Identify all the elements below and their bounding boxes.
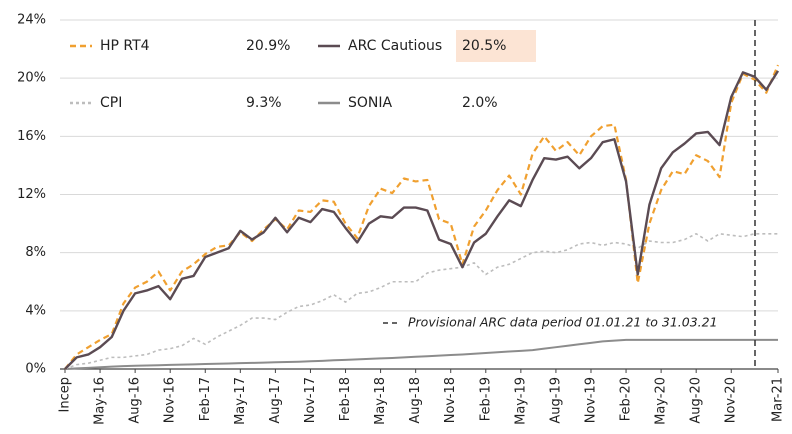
legend: HP RT4 20.9% ARC Cautious 20.5% CPI 9.3% SONIA… bbox=[70, 30, 536, 111]
x-tick-label: May-18 bbox=[373, 377, 388, 425]
x-tick-label: May-17 bbox=[233, 377, 248, 425]
legend-highlight bbox=[456, 30, 536, 62]
y-tick-label: 0% bbox=[25, 362, 46, 377]
legend-value: 2.0% bbox=[462, 95, 498, 111]
x-tick-label: Incep bbox=[58, 377, 73, 412]
x-tick-label: Feb-19 bbox=[478, 377, 493, 421]
series-line bbox=[64, 232, 778, 370]
plot: 0% 4% 8% 12% 16% 20% 24% Incep May-16 Aug-16 Nov-1… bbox=[17, 13, 785, 425]
series-line bbox=[64, 70, 780, 370]
x-tick-label: Feb-17 bbox=[198, 377, 213, 421]
x-tick-label: Nov-19 bbox=[583, 377, 598, 423]
legend-label: ARC Cautious bbox=[348, 38, 442, 54]
x-tick-label: Aug-16 bbox=[128, 377, 143, 424]
y-tick-label: 24% bbox=[17, 13, 46, 28]
legend-label: HP RT4 bbox=[100, 38, 150, 54]
x-tick-label: May-20 bbox=[654, 377, 669, 425]
y-tick-label: 4% bbox=[25, 303, 46, 318]
x-tick-label: Feb-20 bbox=[619, 377, 634, 421]
legend-value: 20.5% bbox=[462, 38, 506, 54]
legend-value: 9.3% bbox=[246, 95, 282, 111]
x-tick-label: Mar-21 bbox=[771, 377, 786, 422]
x-tick-label: Aug-18 bbox=[408, 377, 423, 424]
x-tick-label: May-16 bbox=[93, 377, 108, 425]
y-tick-label: 20% bbox=[17, 71, 46, 86]
y-tick-label: 12% bbox=[17, 187, 46, 202]
legend-value: 20.9% bbox=[246, 38, 290, 54]
x-tick-label: Nov-17 bbox=[303, 377, 318, 423]
legend-label: SONIA bbox=[348, 95, 393, 111]
series-line bbox=[64, 338, 778, 370]
x-tick-label: Aug-20 bbox=[689, 377, 704, 424]
x-tick-label: Aug-19 bbox=[548, 377, 563, 424]
x-tick-label: Aug-17 bbox=[268, 377, 283, 424]
x-tick-label: May-19 bbox=[513, 377, 528, 425]
legend-label: CPI bbox=[100, 95, 122, 111]
x-tick-label: Nov-18 bbox=[443, 377, 458, 423]
x-tick-label: Feb-18 bbox=[338, 377, 353, 421]
x-tick-label: Nov-16 bbox=[163, 377, 178, 423]
y-tick-label: 8% bbox=[25, 245, 46, 260]
x-tick-label: Nov-20 bbox=[724, 377, 739, 423]
y-tick-label: 16% bbox=[17, 129, 46, 144]
annotation: Provisional ARC data period 01.01.21 to … bbox=[408, 315, 718, 330]
